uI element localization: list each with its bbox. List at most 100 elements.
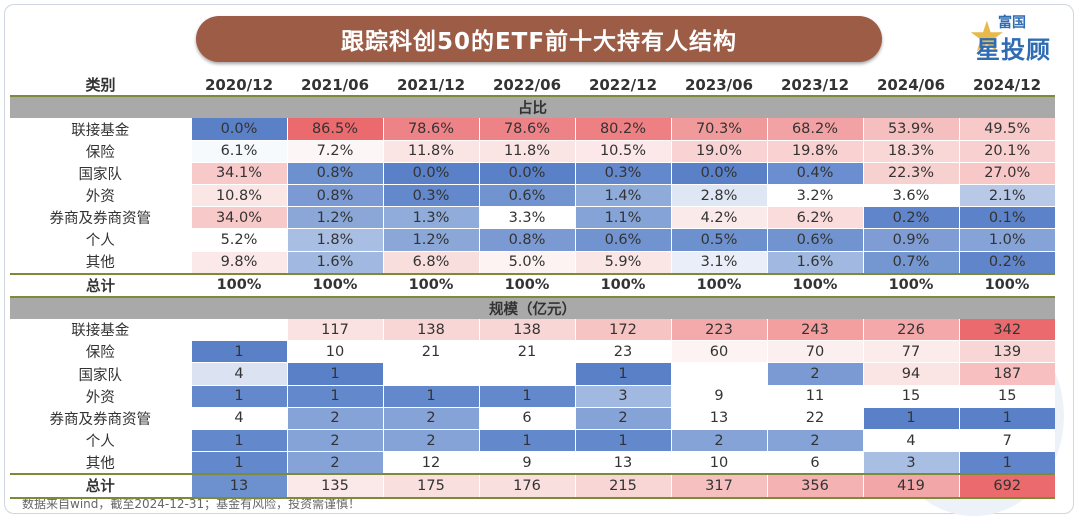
data-cell: 10 bbox=[670, 451, 767, 475]
data-cell: 3.2% bbox=[766, 184, 863, 208]
data-cell: 68.2% bbox=[766, 118, 863, 141]
data-cell: 243 bbox=[766, 319, 863, 342]
data-cell: 0.2% bbox=[862, 206, 959, 230]
data-cell: 27.0% bbox=[958, 162, 1055, 185]
data-cell: 6 bbox=[478, 407, 575, 431]
total-cell: 100% bbox=[767, 272, 863, 298]
data-cell: 13 bbox=[574, 451, 671, 475]
total-cell: 135 bbox=[286, 473, 383, 499]
row-label: 个人 bbox=[10, 228, 191, 251]
page-title: 跟踪科创50的ETF前十大持有人结构 bbox=[196, 16, 882, 62]
section-header-row: 占比 bbox=[10, 96, 1055, 119]
data-cell: 77 bbox=[862, 340, 959, 364]
data-cell: 5.2% bbox=[190, 228, 287, 252]
data-cell: 21 bbox=[478, 340, 575, 364]
data-cell: 0.0% bbox=[382, 162, 479, 185]
total-cell: 175 bbox=[382, 473, 479, 499]
data-cell: 3.6% bbox=[862, 184, 959, 208]
data-cell: 12 bbox=[382, 451, 479, 475]
row-label: 国家队 bbox=[10, 162, 191, 185]
total-cell: 13 bbox=[190, 473, 287, 499]
data-cell: 78.6% bbox=[382, 118, 479, 141]
column-header-period: 2021/12 bbox=[383, 74, 479, 98]
data-cell bbox=[670, 362, 767, 386]
data-cell: 70.3% bbox=[670, 118, 767, 141]
data-cell: 0.7% bbox=[862, 251, 959, 275]
data-cell: 0.6% bbox=[766, 228, 863, 252]
total-cell: 419 bbox=[862, 473, 959, 499]
table-row: 券商及券商资管 4 2 2 6 2 13 22 1 1 bbox=[10, 407, 1055, 431]
total-cell: 176 bbox=[478, 473, 575, 499]
data-cell: 70 bbox=[766, 340, 863, 364]
table-row: 其他 1 2 12 9 13 10 6 3 1 bbox=[10, 451, 1055, 475]
total-row: 总计 13 135 175 176 215 317 356 419 692 bbox=[10, 473, 1055, 499]
column-header-period: 2024/06 bbox=[863, 74, 959, 98]
data-cell: 0.2% bbox=[958, 251, 1055, 275]
row-label: 其他 bbox=[10, 451, 191, 475]
data-cell: 2 bbox=[766, 362, 863, 386]
data-cell: 2.1% bbox=[958, 184, 1055, 208]
data-cell: 1 bbox=[286, 385, 383, 408]
data-cell bbox=[478, 362, 575, 386]
data-cell: 2 bbox=[286, 407, 383, 431]
data-cell bbox=[382, 362, 479, 386]
data-cell: 34.1% bbox=[190, 162, 287, 185]
data-cell: 0.0% bbox=[670, 162, 767, 185]
data-cell: 0.4% bbox=[766, 162, 863, 185]
data-cell: 6.2% bbox=[766, 206, 863, 230]
data-cell: 19.0% bbox=[670, 140, 767, 163]
table-row: 国家队 34.1% 0.8% 0.0% 0.0% 0.3% 0.0% 0.4% 22.3% 27.… bbox=[10, 162, 1055, 185]
data-cell: 2 bbox=[286, 451, 383, 475]
data-cell: 3.1% bbox=[670, 251, 767, 275]
data-cell: 0.8% bbox=[478, 228, 575, 252]
column-header-period: 2020/12 bbox=[191, 74, 287, 98]
data-cell: 342 bbox=[958, 319, 1055, 342]
column-header-period: 2023/06 bbox=[671, 74, 767, 98]
data-cell: 49.5% bbox=[958, 118, 1055, 141]
row-label: 个人 bbox=[10, 429, 191, 452]
data-cell: 1 bbox=[190, 385, 287, 408]
data-cell: 11 bbox=[766, 385, 863, 408]
table-row: 个人 1 2 2 1 1 2 2 4 7 bbox=[10, 429, 1055, 453]
table-row: 券商及券商资管 34.0% 1.2% 1.3% 3.3% 1.1% 4.2% 6.2% 0.2%… bbox=[10, 206, 1055, 230]
table-row: 个人 5.2% 1.8% 1.2% 0.8% 0.6% 0.5% 0.6% 0.9% 1.0% bbox=[10, 228, 1055, 252]
table-row: 保险 6.1% 7.2% 11.8% 11.8% 10.5% 19.0% 19.8% 18.3%… bbox=[10, 140, 1055, 163]
data-cell: 223 bbox=[670, 319, 767, 342]
table-header-row: 类别 2020/12 2021/06 2021/12 2022/06 2022/12 202… bbox=[10, 74, 1055, 98]
data-cell: 1 bbox=[190, 429, 287, 453]
data-cell: 1 bbox=[862, 407, 959, 431]
data-cell: 3 bbox=[862, 451, 959, 475]
row-label: 国家队 bbox=[10, 362, 191, 386]
total-cell: 317 bbox=[670, 473, 767, 499]
data-cell: 5.0% bbox=[478, 251, 575, 275]
data-cell: 9 bbox=[478, 451, 575, 475]
table-row: 其他 9.8% 1.6% 6.8% 5.0% 5.9% 3.1% 1.6% 0.7% 0.2% bbox=[10, 251, 1055, 275]
section-title: 占比 bbox=[10, 96, 1055, 119]
column-header-category: 类别 bbox=[10, 74, 191, 98]
table-row: 外资 1 1 1 1 3 9 11 15 15 bbox=[10, 385, 1055, 408]
total-cell: 100% bbox=[863, 272, 959, 298]
data-cell: 1.2% bbox=[382, 228, 479, 252]
table-row: 外资 10.8% 0.8% 0.3% 0.6% 1.4% 2.8% 3.2% 3.6% 2.1% bbox=[10, 184, 1055, 208]
row-label: 保险 bbox=[10, 140, 191, 163]
data-cell: 1 bbox=[286, 362, 383, 386]
data-cell: 5.9% bbox=[574, 251, 671, 275]
data-cell: 117 bbox=[286, 319, 383, 342]
total-cell: 100% bbox=[383, 272, 479, 298]
table-row: 保险 1 10 21 21 23 60 70 77 139 bbox=[10, 340, 1055, 364]
data-cell: 15 bbox=[958, 385, 1055, 408]
data-cell: 1 bbox=[382, 385, 479, 408]
data-cell: 34.0% bbox=[190, 206, 287, 230]
data-cell: 2 bbox=[382, 429, 479, 453]
data-cell: 1 bbox=[574, 362, 671, 386]
data-cell: 15 bbox=[862, 385, 959, 408]
row-label: 外资 bbox=[10, 385, 191, 408]
data-cell: 13 bbox=[670, 407, 767, 431]
data-cell: 86.5% bbox=[286, 118, 383, 141]
data-cell: 0.8% bbox=[286, 184, 383, 208]
data-cell: 4.2% bbox=[670, 206, 767, 230]
column-header-period: 2024/12 bbox=[959, 74, 1055, 98]
table-row: 联接基金 117 138 138 172 223 243 226 342 bbox=[10, 319, 1055, 342]
logo-big-text: 星投顾 bbox=[976, 36, 1051, 64]
data-cell: 78.6% bbox=[478, 118, 575, 141]
